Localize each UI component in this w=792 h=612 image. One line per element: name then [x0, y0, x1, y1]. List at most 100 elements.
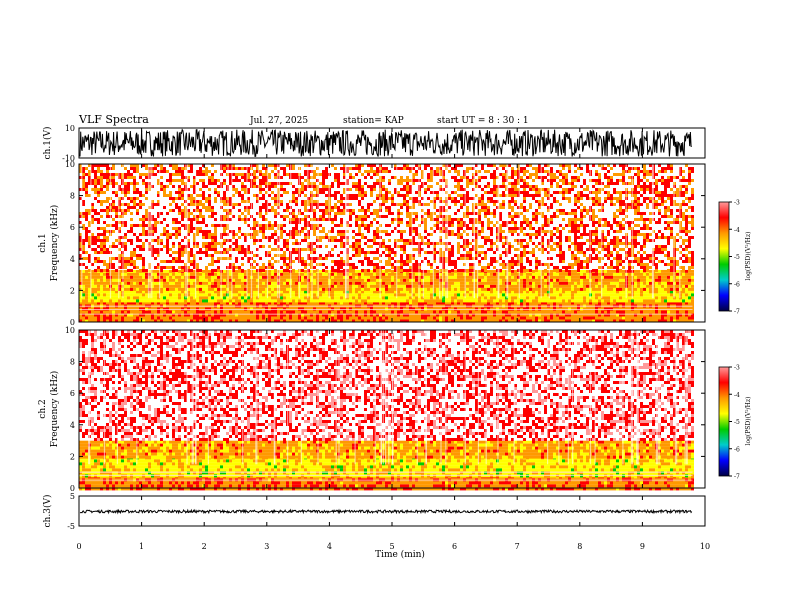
spectrogram-cell	[166, 296, 169, 300]
spectrogram-cell	[634, 301, 637, 305]
spectrogram-cell	[592, 316, 595, 320]
spectrogram-cell	[271, 233, 274, 236]
spectrogram-cell	[679, 299, 682, 303]
spectrogram-cell	[451, 287, 454, 291]
spectrogram-cell	[184, 313, 187, 317]
spectrogram-cell	[268, 319, 271, 323]
spectrogram-cell	[691, 293, 694, 297]
spectrogram-cell	[355, 275, 358, 279]
spectrogram-cell	[388, 284, 391, 288]
spectrogram-cell	[238, 299, 241, 303]
spectrogram-cell	[193, 269, 196, 273]
spectrogram-cell	[619, 313, 622, 317]
spectrogram-cell	[622, 275, 625, 279]
spectrogram-cell	[268, 278, 271, 282]
spectrogram-cell	[232, 284, 235, 288]
spectrogram-cell	[172, 251, 175, 254]
spectrogram-cell	[574, 310, 577, 314]
spectrogram-cell	[634, 299, 637, 303]
spectrogram-cell	[535, 272, 538, 276]
spectrogram-cell	[667, 287, 670, 291]
spectrogram-cell	[247, 206, 250, 209]
spectrogram-cell	[214, 239, 217, 242]
spectrogram-cell	[259, 188, 262, 191]
spectrogram-cell	[430, 310, 433, 314]
spectrogram-cell	[136, 197, 139, 200]
spectrogram-cell	[430, 281, 433, 285]
spectrogram-cell	[334, 287, 337, 291]
spectrogram-cell	[262, 313, 265, 317]
spectrogram-cell	[142, 310, 145, 314]
spectrogram-cell	[583, 313, 586, 317]
spectrogram-cell	[670, 275, 673, 279]
spectrogram-cell	[592, 299, 595, 303]
spectrogram-cell	[601, 293, 604, 297]
spectrogram-cell	[175, 230, 178, 233]
spectrogram-cell	[559, 275, 562, 279]
spectrogram-cell	[97, 301, 100, 305]
spectrogram-cell	[268, 313, 271, 317]
spectrogram-cell	[448, 278, 451, 282]
spectrogram-cell	[685, 310, 688, 314]
spectrogram-cell	[508, 310, 511, 314]
spectrogram-cell	[457, 301, 460, 305]
spectrogram-cell	[334, 290, 337, 294]
spectrogram-cell	[103, 236, 106, 239]
spectrogram-cell	[205, 209, 208, 212]
spectrogram-cell	[196, 266, 199, 269]
spectrogram-cell	[133, 272, 136, 276]
spectrogram-cell	[325, 293, 328, 297]
spectrogram-cell	[169, 260, 172, 263]
spectrogram-cell	[550, 290, 553, 294]
spectrogram-cell	[595, 319, 598, 323]
spectrogram-cell	[412, 284, 415, 288]
spectrogram-cell	[607, 275, 610, 279]
spectrogram-cell	[133, 233, 136, 236]
spectrogram-cell	[667, 278, 670, 282]
spectrogram-cell	[94, 209, 97, 212]
spectrogram-cell	[682, 299, 685, 303]
spectrogram-cell	[667, 290, 670, 294]
spectrogram-cell	[568, 301, 571, 305]
spectrogram-cell	[178, 272, 181, 276]
spectrogram-cell	[127, 185, 130, 188]
spectrogram-cell	[604, 316, 607, 320]
spectrogram-cell	[172, 233, 175, 236]
spectrogram-cell	[148, 316, 151, 320]
spectrogram-cell	[112, 290, 115, 294]
spectrogram-cell	[88, 299, 91, 303]
spectrogram-cell	[262, 218, 265, 221]
spectrogram-cell	[364, 281, 367, 285]
spectrogram-cell	[463, 319, 466, 323]
spectrogram-cell	[259, 182, 262, 185]
spectrogram-cell	[448, 296, 451, 300]
spectrogram-cell	[355, 313, 358, 317]
spectrogram-cell	[637, 316, 640, 320]
spectrogram-cell	[208, 248, 211, 251]
spectrogram-cell	[118, 278, 121, 282]
spectrogram-cell	[160, 310, 163, 314]
spectrogram-cell	[517, 299, 520, 303]
spectrogram-cell	[655, 278, 658, 282]
spectrogram-cell	[403, 299, 406, 303]
spectrogram-cell	[481, 290, 484, 294]
spectrogram-cell	[439, 316, 442, 320]
spectrogram-cell	[475, 272, 478, 276]
spectrogram-cell	[220, 319, 223, 323]
spectrogram-cell	[193, 287, 196, 291]
spectrogram-cell	[364, 278, 367, 282]
spectrogram-cell	[460, 316, 463, 320]
spectrogram-cell	[661, 275, 664, 279]
spectrogram-cell	[271, 284, 274, 288]
spectrogram-cell	[217, 299, 220, 303]
spectrogram-cell	[574, 284, 577, 288]
spectrogram-cell	[466, 281, 469, 285]
spectrogram-cell	[442, 293, 445, 297]
spectrogram-cell	[439, 313, 442, 317]
spectrogram-cell	[229, 209, 232, 212]
spectrogram-cell	[205, 224, 208, 227]
spectrogram-cell	[364, 301, 367, 305]
spectrogram-cell	[103, 221, 106, 224]
spectrogram-cell	[289, 301, 292, 305]
spectrogram-cell	[79, 287, 82, 291]
